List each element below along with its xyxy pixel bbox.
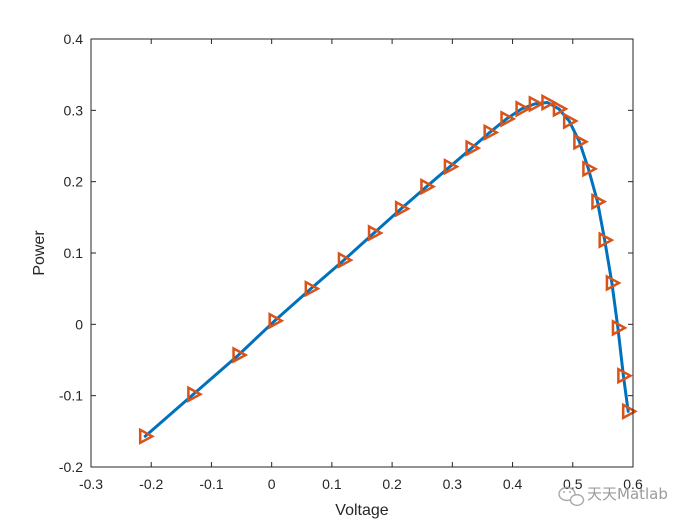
data-point-marker [605, 274, 622, 292]
y-tick-label: 0.3 [64, 102, 84, 118]
data-point-marker [617, 367, 633, 385]
y-tick-label: 0.1 [64, 245, 84, 261]
data-point-marker [562, 112, 579, 130]
data-point-marker [573, 133, 590, 151]
x-tick-label: -0.2 [139, 476, 163, 492]
data-point-marker [138, 427, 155, 445]
data-point-marker [337, 251, 354, 269]
watermark-text: 天天Matlab [587, 485, 668, 503]
x-tick-label: 0.1 [322, 476, 342, 492]
y-axis-label: Power [31, 230, 48, 276]
series-layer [138, 93, 638, 445]
x-tick-label: 0 [268, 476, 276, 492]
data-point-marker [232, 346, 249, 364]
x-axis-label: Voltage [335, 502, 388, 519]
data-point-marker [621, 402, 638, 420]
x-tick-label: 0.3 [443, 476, 463, 492]
data-point-marker [500, 110, 517, 128]
data-point-marker [187, 385, 204, 403]
data-point-marker [483, 123, 500, 142]
data-point-marker [304, 280, 321, 298]
x-tick-label: 0.4 [503, 476, 523, 492]
watermark: 天天Matlab [558, 485, 668, 507]
data-point-marker [367, 224, 384, 242]
data-point-marker [515, 100, 532, 118]
x-tick-label: 0.6 [623, 476, 643, 492]
data-point-marker [528, 95, 545, 113]
x-tick-label: -0.1 [199, 476, 223, 492]
data-point-marker [465, 139, 482, 157]
ticks-layer: -0.3 -0.2 -0.1 0 0.1 0.2 0.3 0.4 0.5 0.6-0.2-0.10… [59, 31, 643, 492]
data-point-marker [268, 312, 285, 330]
y-tick-label: 0 [75, 316, 83, 332]
y-tick-label: 0.2 [64, 174, 84, 190]
data-point-marker [394, 200, 411, 218]
y-tick-label: -0.2 [59, 459, 83, 475]
data-point-marker [591, 193, 608, 211]
y-tick-label: 0.4 [64, 31, 84, 47]
data-point-marker [443, 158, 460, 176]
y-tick-label: -0.1 [59, 388, 83, 404]
x-tick-label: 0.2 [382, 476, 402, 492]
plot-area [91, 39, 633, 467]
data-point-marker [611, 319, 628, 337]
x-tick-label: -0.3 [79, 476, 103, 492]
data-point-marker [582, 160, 599, 178]
data-point-marker [598, 231, 615, 249]
data-point-marker [541, 93, 558, 112]
series-line [143, 101, 630, 438]
data-point-marker [420, 178, 437, 196]
wechat-logo-icon [558, 486, 585, 507]
data-point-marker [552, 100, 569, 118]
